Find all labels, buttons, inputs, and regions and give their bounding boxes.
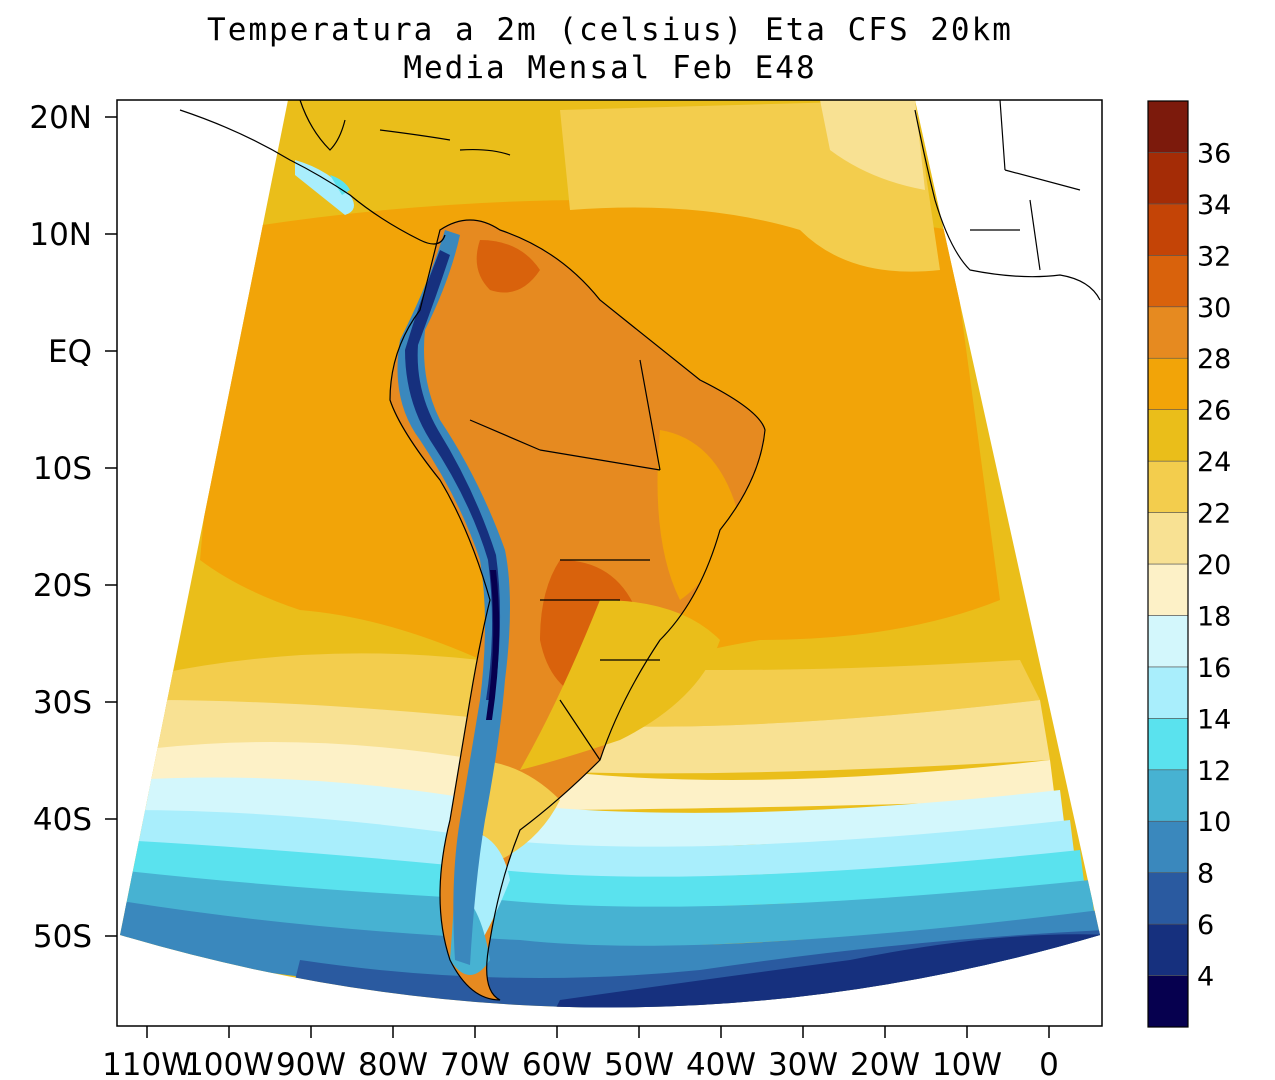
colorbar-label: 16 — [1197, 653, 1231, 684]
colorbar-label: 20 — [1197, 550, 1231, 581]
lon-label: 0 — [1039, 1047, 1059, 1080]
lon-label: 100W — [184, 1047, 274, 1080]
lat-label: 10S — [33, 451, 92, 487]
colorbar-swatch — [1147, 615, 1189, 668]
lat-label: 10N — [29, 217, 92, 253]
lon-label: 40W — [686, 1047, 756, 1080]
colorbar-label: 30 — [1197, 293, 1231, 324]
lon-label: 20W — [850, 1047, 920, 1080]
colorbar-swatch — [1147, 100, 1189, 153]
lat-label: 20S — [33, 568, 92, 604]
colorbar-swatch — [1147, 460, 1189, 513]
lat-label: 40S — [33, 802, 92, 838]
lon-label: 50W — [604, 1047, 674, 1080]
colorbar-label: 8 — [1197, 859, 1214, 890]
lat-label: 30S — [33, 685, 92, 721]
lat-label: EQ — [48, 334, 92, 370]
colorbar-label: 34 — [1197, 190, 1231, 221]
colorbar-swatch — [1147, 820, 1189, 873]
lon-label: 30W — [768, 1047, 838, 1080]
colorbar-label: 28 — [1197, 344, 1231, 375]
colorbar-label: 12 — [1197, 756, 1231, 787]
temperature-field — [120, 100, 1100, 1008]
colorbar-swatch — [1147, 666, 1189, 719]
colorbar-swatch — [1147, 975, 1189, 1028]
lat-label: 50S — [33, 919, 92, 955]
colorbar-label: 26 — [1197, 396, 1231, 427]
colorbar: 4 6 8 10 12 14 16 18 20 22 24 26 28 30 32 34 36 — [1147, 100, 1231, 1028]
colorbar-swatch — [1147, 923, 1189, 976]
colorbar-swatch — [1147, 769, 1189, 822]
colorbar-label: 10 — [1197, 807, 1231, 838]
colorbar-swatch — [1147, 512, 1189, 565]
lon-label: 70W — [440, 1047, 510, 1080]
colorbar-label: 4 — [1197, 962, 1214, 993]
colorbar-label: 22 — [1197, 499, 1231, 530]
colorbar-swatch — [1147, 718, 1189, 771]
lat-label: 20N — [29, 100, 92, 136]
colorbar-label: 6 — [1197, 910, 1214, 941]
colorbar-swatch — [1147, 357, 1189, 410]
lon-label: 90W — [276, 1047, 346, 1080]
latitude-axis: 20N 10N EQ 10S 20S 30S 40S 50S — [29, 100, 117, 955]
colorbar-swatch — [1147, 203, 1189, 256]
lon-label: 80W — [358, 1047, 428, 1080]
colorbar-swatch — [1147, 563, 1189, 616]
lon-label: 110W — [102, 1047, 192, 1080]
colorbar-label: 36 — [1197, 138, 1231, 169]
colorbar-swatch — [1147, 872, 1189, 925]
colorbar-swatch — [1147, 255, 1189, 308]
coastlines — [179, 99, 1101, 1001]
colorbar-label: 18 — [1197, 601, 1231, 632]
map-frame — [116, 99, 1103, 1027]
colorbar-frame — [1147, 100, 1189, 1028]
map-subtitle: Media Mensal Feb E48 — [403, 50, 817, 86]
map-title: Temperatura a 2m (celsius) Eta CFS 20km — [207, 12, 1013, 48]
colorbar-label: 24 — [1197, 447, 1231, 478]
lon-label: 10W — [932, 1047, 1002, 1080]
colorbar-swatch — [1147, 409, 1189, 462]
colorbar-swatch — [1147, 306, 1189, 359]
colorbar-swatch — [1147, 152, 1189, 205]
colorbar-label: 32 — [1197, 241, 1231, 272]
colorbar-label: 14 — [1197, 704, 1231, 735]
lon-label: 60W — [522, 1047, 592, 1080]
